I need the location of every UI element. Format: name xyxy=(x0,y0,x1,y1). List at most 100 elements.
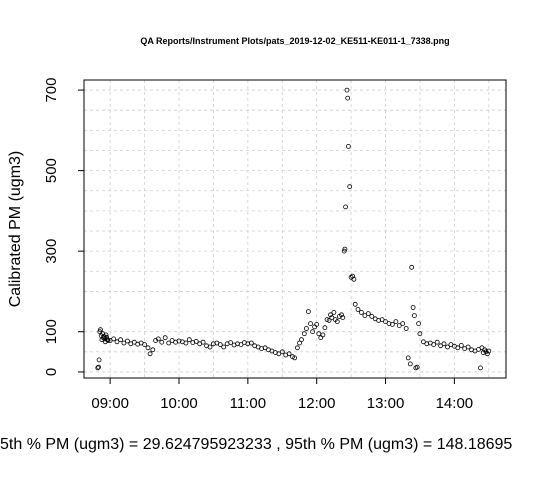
data-point xyxy=(322,325,328,331)
data-point xyxy=(355,307,361,312)
data-point xyxy=(344,87,350,93)
data-point xyxy=(125,338,130,344)
data-point xyxy=(409,264,415,270)
data-point xyxy=(95,365,101,371)
data-point xyxy=(379,317,385,323)
y-tick-label: 300 xyxy=(43,239,60,264)
data-point xyxy=(465,344,471,350)
data-point xyxy=(340,315,346,321)
data-points xyxy=(95,87,492,371)
x-tick-label: 09:00 xyxy=(91,395,129,412)
data-point xyxy=(200,339,206,345)
data-point xyxy=(329,315,335,321)
y-axis-label: Calibrated PM (ugm3) xyxy=(7,151,24,308)
x-tick-label: 13:00 xyxy=(367,395,405,412)
chart-title: QA Reports/Instrument Plots/pats_2019-12… xyxy=(140,36,449,46)
data-point xyxy=(400,321,406,327)
data-point xyxy=(441,341,447,347)
data-point xyxy=(186,337,192,343)
data-point xyxy=(228,340,234,346)
data-point xyxy=(347,184,353,190)
data-point xyxy=(276,351,282,357)
data-point xyxy=(431,342,437,348)
data-point xyxy=(362,313,368,319)
data-point xyxy=(314,321,320,327)
data-point xyxy=(458,342,464,348)
data-point xyxy=(286,351,292,357)
data-point xyxy=(383,319,388,325)
data-point xyxy=(478,365,483,371)
data-point xyxy=(386,321,392,327)
data-point xyxy=(98,327,103,333)
data-point xyxy=(407,361,413,367)
x-tick-label: 14:00 xyxy=(436,395,474,412)
data-point xyxy=(414,364,420,370)
data-point xyxy=(417,331,423,337)
data-point xyxy=(316,331,322,337)
data-point xyxy=(389,321,395,327)
plot-grid xyxy=(84,80,506,378)
data-point xyxy=(403,326,409,331)
data-point xyxy=(114,339,120,345)
data-point xyxy=(410,305,416,310)
data-point xyxy=(339,312,344,318)
x-tick-label: 12:00 xyxy=(298,395,336,412)
data-point xyxy=(292,355,298,361)
data-point xyxy=(207,344,213,350)
percentile-summary: 5th % PM (ugm3) = 29.624795923233 , 95th… xyxy=(0,436,513,453)
data-point xyxy=(301,331,307,337)
data-point xyxy=(345,95,351,101)
data-point xyxy=(411,313,417,319)
data-point xyxy=(118,337,123,343)
data-point xyxy=(155,336,161,342)
y-tick-label: 500 xyxy=(43,158,60,183)
data-point xyxy=(147,351,153,357)
data-point xyxy=(193,338,199,344)
data-point xyxy=(393,319,399,325)
y-tick-label: 100 xyxy=(43,319,60,344)
data-point xyxy=(438,343,444,349)
x-tick-label: 10:00 xyxy=(160,395,198,412)
data-point xyxy=(480,350,486,356)
data-point xyxy=(221,344,227,350)
data-point xyxy=(320,332,326,338)
data-point xyxy=(96,364,101,370)
data-point xyxy=(217,342,223,348)
data-point xyxy=(308,321,313,327)
data-point xyxy=(324,317,330,323)
data-point xyxy=(294,345,300,351)
data-point xyxy=(238,342,244,348)
data-point xyxy=(405,355,411,361)
data-point xyxy=(310,329,316,335)
data-point xyxy=(96,357,102,363)
data-point xyxy=(303,326,309,331)
data-point xyxy=(166,340,172,346)
data-point xyxy=(334,319,340,325)
data-point xyxy=(445,344,450,350)
x-tick-label: 11:00 xyxy=(230,395,266,412)
data-point xyxy=(396,323,402,329)
x-axis: 09:00 10:00 11:00 12:00 13:00 14:00 xyxy=(91,378,473,412)
data-point xyxy=(484,351,490,357)
data-point xyxy=(159,339,165,345)
data-point xyxy=(342,246,348,252)
data-point xyxy=(111,336,116,342)
data-point xyxy=(305,309,311,315)
y-axis: 0 100 300 500 700 xyxy=(43,78,84,376)
data-point xyxy=(142,342,148,348)
data-point xyxy=(358,309,364,315)
y-tick-label: 0 xyxy=(43,368,60,376)
data-point xyxy=(279,349,285,355)
data-point xyxy=(248,340,254,346)
data-point xyxy=(162,335,168,341)
data-point xyxy=(318,335,324,341)
data-point xyxy=(486,348,492,354)
data-point xyxy=(369,313,375,319)
data-point xyxy=(420,339,426,345)
data-point xyxy=(328,312,333,318)
data-point xyxy=(150,347,156,353)
data-point xyxy=(331,309,337,315)
data-point xyxy=(105,337,110,343)
data-point xyxy=(145,345,151,351)
